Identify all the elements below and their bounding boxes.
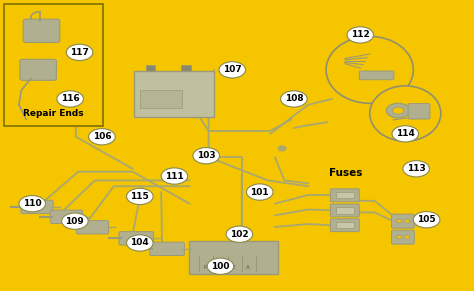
Text: 105: 105 bbox=[417, 215, 436, 224]
Circle shape bbox=[278, 146, 286, 151]
FancyBboxPatch shape bbox=[76, 221, 109, 234]
Bar bbox=[181, 65, 191, 71]
Text: 114: 114 bbox=[396, 129, 415, 138]
FancyBboxPatch shape bbox=[119, 232, 154, 245]
Text: S: S bbox=[217, 265, 221, 270]
FancyBboxPatch shape bbox=[330, 189, 359, 202]
FancyBboxPatch shape bbox=[20, 59, 56, 80]
Circle shape bbox=[219, 62, 246, 78]
Circle shape bbox=[404, 235, 410, 239]
Text: P: P bbox=[203, 265, 206, 270]
FancyBboxPatch shape bbox=[134, 71, 214, 117]
Circle shape bbox=[404, 219, 410, 223]
Text: 115: 115 bbox=[130, 192, 149, 201]
Circle shape bbox=[396, 235, 402, 239]
Text: 109: 109 bbox=[65, 217, 84, 226]
Text: A: A bbox=[246, 265, 249, 270]
Text: Z: Z bbox=[231, 265, 235, 270]
FancyBboxPatch shape bbox=[21, 200, 53, 214]
Circle shape bbox=[347, 27, 374, 43]
Text: 101: 101 bbox=[250, 188, 269, 196]
Circle shape bbox=[66, 44, 93, 61]
FancyBboxPatch shape bbox=[150, 242, 184, 255]
FancyBboxPatch shape bbox=[392, 230, 414, 244]
Circle shape bbox=[413, 212, 440, 228]
Bar bbox=[336, 192, 354, 198]
Circle shape bbox=[246, 184, 273, 200]
Text: 117: 117 bbox=[70, 48, 89, 57]
Circle shape bbox=[62, 213, 88, 229]
FancyBboxPatch shape bbox=[408, 104, 430, 119]
Circle shape bbox=[19, 196, 46, 212]
Text: 113: 113 bbox=[407, 164, 426, 173]
Circle shape bbox=[127, 235, 153, 251]
Text: 110: 110 bbox=[23, 199, 42, 208]
Text: Fuses: Fuses bbox=[329, 168, 363, 178]
FancyBboxPatch shape bbox=[23, 19, 60, 42]
Ellipse shape bbox=[326, 36, 413, 103]
Circle shape bbox=[396, 219, 402, 223]
Circle shape bbox=[193, 148, 219, 164]
Text: 103: 103 bbox=[197, 151, 216, 160]
Circle shape bbox=[392, 107, 404, 114]
Circle shape bbox=[226, 226, 253, 242]
Text: 112: 112 bbox=[351, 31, 370, 39]
Circle shape bbox=[207, 258, 234, 274]
Text: 106: 106 bbox=[92, 132, 111, 141]
Circle shape bbox=[161, 168, 188, 184]
Text: 107: 107 bbox=[223, 65, 242, 74]
Bar bbox=[336, 207, 354, 214]
Bar bbox=[140, 90, 182, 108]
FancyBboxPatch shape bbox=[330, 204, 359, 217]
Bar bbox=[146, 65, 155, 71]
FancyBboxPatch shape bbox=[4, 4, 103, 126]
Circle shape bbox=[281, 91, 307, 107]
Circle shape bbox=[392, 126, 419, 142]
FancyBboxPatch shape bbox=[50, 210, 82, 223]
Text: 111: 111 bbox=[165, 172, 184, 180]
FancyBboxPatch shape bbox=[189, 241, 278, 274]
FancyBboxPatch shape bbox=[330, 219, 359, 232]
Circle shape bbox=[57, 91, 83, 107]
Text: 102: 102 bbox=[230, 230, 249, 239]
Bar bbox=[336, 222, 354, 228]
Circle shape bbox=[127, 188, 153, 205]
Circle shape bbox=[89, 129, 115, 145]
Circle shape bbox=[386, 103, 410, 118]
Text: Repair Ends: Repair Ends bbox=[23, 109, 83, 118]
Text: 104: 104 bbox=[130, 239, 149, 247]
Ellipse shape bbox=[370, 86, 441, 141]
Text: 108: 108 bbox=[284, 95, 303, 103]
FancyBboxPatch shape bbox=[359, 71, 394, 80]
Circle shape bbox=[403, 161, 429, 177]
Text: 116: 116 bbox=[61, 95, 80, 103]
Text: 100: 100 bbox=[211, 262, 230, 271]
FancyBboxPatch shape bbox=[392, 214, 414, 228]
